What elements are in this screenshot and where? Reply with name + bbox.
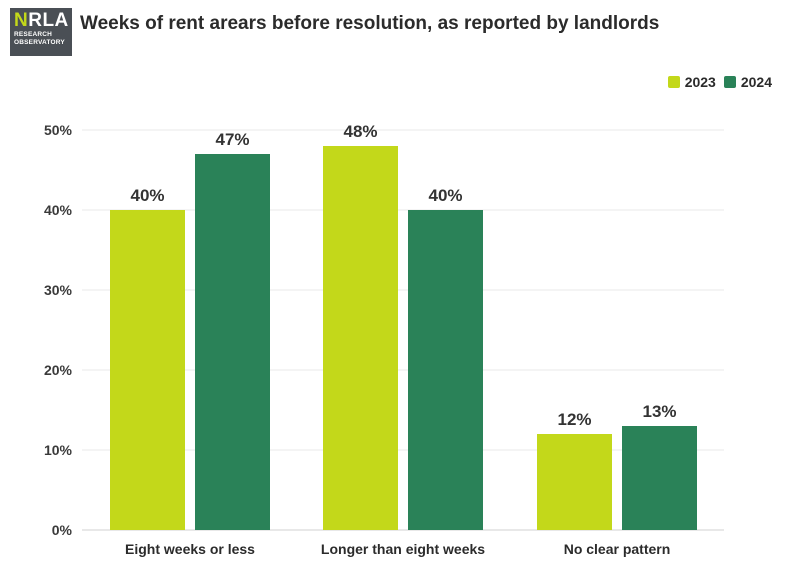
data-label: 40% [428, 186, 462, 205]
data-label: 12% [557, 410, 591, 429]
bar-2024-3 [622, 426, 697, 530]
x-category-label: Eight weeks or less [125, 541, 255, 557]
y-tick-label: 30% [44, 282, 73, 298]
bar-2023-1 [110, 210, 185, 530]
bar-2024-2 [408, 210, 483, 530]
chart-title: Weeks of rent arears before resolution, … [80, 13, 660, 34]
legend-swatch-2024 [723, 76, 736, 88]
x-category-label: Longer than eight weeks [321, 541, 485, 557]
y-tick-label: 50% [44, 122, 73, 138]
data-label: 48% [343, 122, 377, 141]
data-label: 40% [130, 186, 164, 205]
logo-line-2: OBSERVATORY [14, 39, 65, 46]
legend-swatch-2023 [667, 76, 680, 88]
legend-item-2024: 2024 [723, 74, 772, 90]
nrla-logo: NRLA RESEARCH OBSERVATORY [10, 8, 72, 56]
logo-wordmark: NRLA [14, 10, 69, 31]
legend-label-2024: 2024 [740, 74, 772, 90]
bar-2023-3 [537, 434, 612, 530]
x-category-label: No clear pattern [564, 541, 671, 557]
logo-line-1: RESEARCH [14, 31, 53, 38]
bar-2024-1 [195, 154, 270, 530]
y-tick-label: 0% [52, 522, 73, 538]
legend-item-2023: 2023 [667, 74, 716, 90]
data-label: 13% [642, 402, 676, 421]
y-tick-label: 20% [44, 362, 73, 378]
legend: 2023 2024 [660, 74, 772, 90]
data-label: 47% [215, 130, 249, 149]
bar-2023-2 [323, 146, 398, 530]
legend-label-2023: 2023 [684, 74, 716, 90]
y-tick-label: 40% [44, 202, 73, 218]
y-tick-label: 10% [44, 442, 73, 458]
